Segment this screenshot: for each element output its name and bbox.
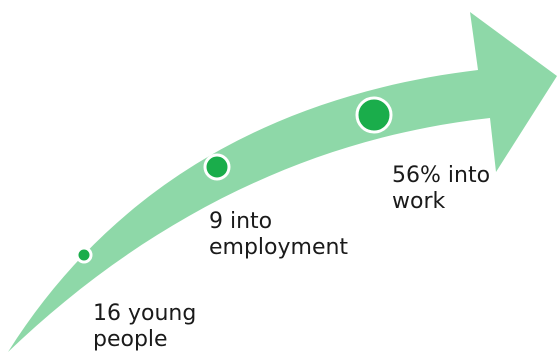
milestone-label-employment: 9 into employment [209, 209, 348, 261]
curved-growth-arrow [8, 12, 557, 352]
milestone-marker-1 [75, 246, 93, 264]
milestone-marker-2 [203, 153, 231, 181]
milestone-label-line: 16 young [93, 301, 197, 326]
milestone-label-work: 56% into work [392, 163, 490, 215]
milestone-label-young-people: 16 young people [93, 301, 196, 353]
milestone-label-line: 9 into [209, 209, 273, 234]
milestone-label-line: 56% into [392, 163, 491, 188]
milestone-label-line: work [392, 189, 446, 214]
milestone-label-line: employment [209, 235, 349, 260]
milestone-marker-3 [355, 96, 393, 134]
milestone-label-line: people [93, 327, 168, 352]
